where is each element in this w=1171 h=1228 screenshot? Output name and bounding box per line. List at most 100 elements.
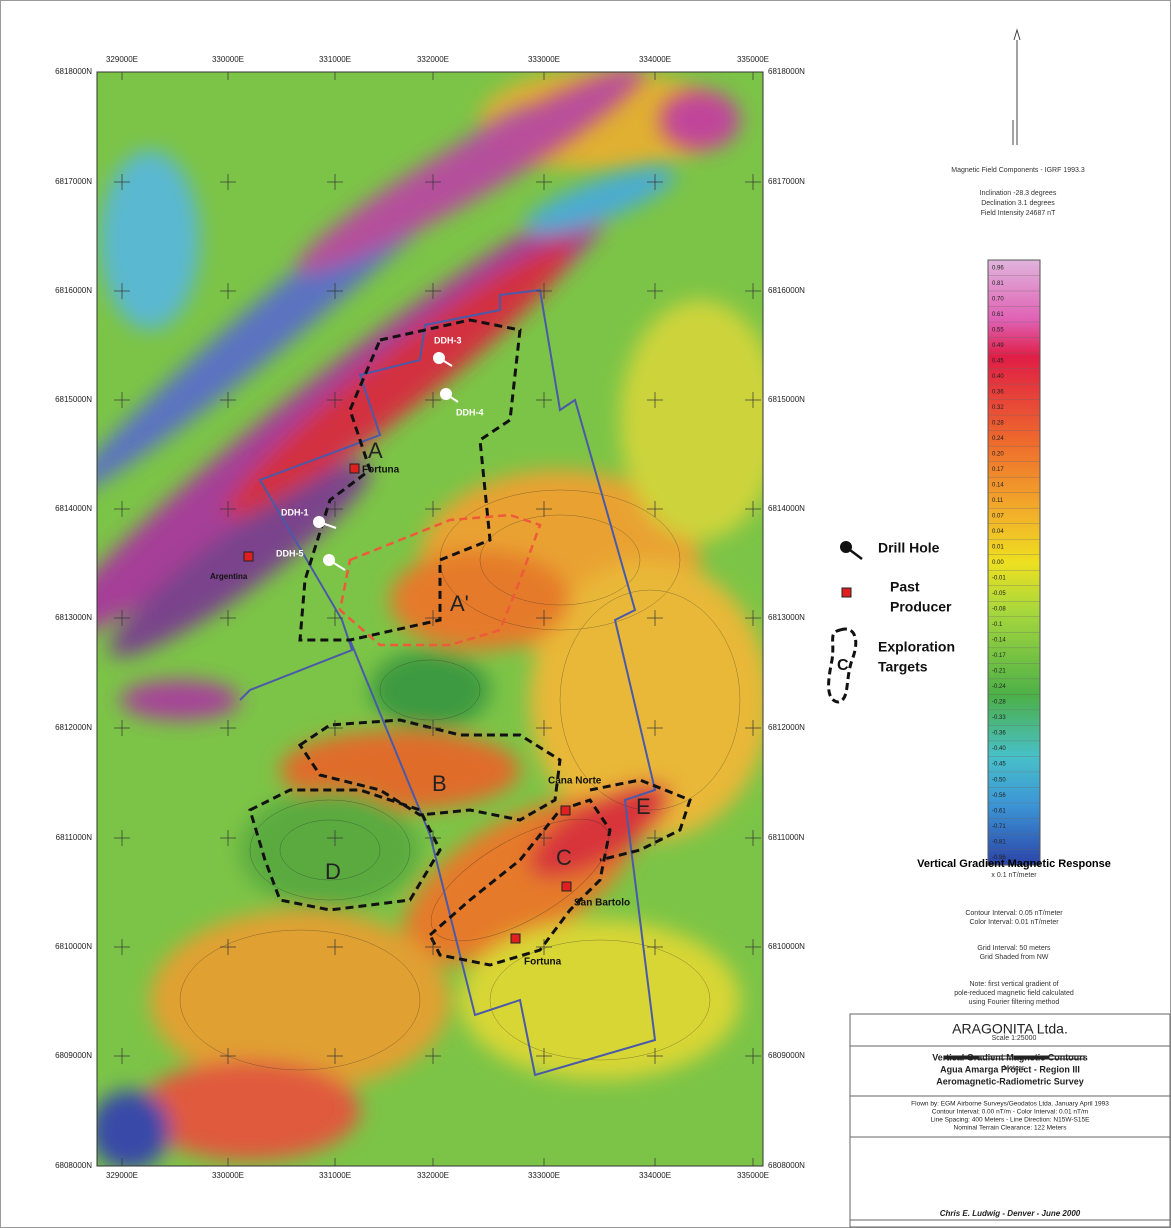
y-label: 6813000N	[768, 613, 805, 622]
note: Grid Shaded from NW	[980, 954, 1049, 961]
color-bar-label: -0.61	[992, 808, 1006, 814]
legend-symbol: C	[837, 657, 849, 674]
note: using Fourier filtering method	[969, 999, 1060, 1006]
map-sheet: 329000E329000E330000E330000E331000E33100…	[0, 0, 1171, 1228]
y-label: 6811000N	[768, 833, 805, 842]
color-bar-label: 0.20	[992, 451, 1004, 457]
x-label: 335000E	[737, 1171, 769, 1180]
y-label: 6816000N	[768, 286, 805, 295]
producer-label: Fortuna	[362, 465, 400, 476]
x-label: 330000E	[212, 55, 244, 64]
title-line: Agua Amarga Project - Region III	[940, 1064, 1080, 1074]
y-label: 6811000N	[56, 833, 93, 842]
color-bar-label: 0.11	[992, 498, 1004, 504]
x-label: 332000E	[417, 55, 449, 64]
x-label: 333000E	[528, 1171, 560, 1180]
x-label: 334000E	[639, 1171, 671, 1180]
color-bar-label: 0.55	[992, 327, 1004, 333]
color-bar-label: -0.17	[992, 653, 1006, 659]
color-bar-label: 0.32	[992, 405, 1004, 411]
color-bar-label: -0.33	[992, 715, 1006, 721]
target-label: B	[432, 771, 447, 796]
target-label: D	[325, 859, 341, 884]
x-label: 332000E	[417, 1171, 449, 1180]
x-label: 329000E	[106, 55, 138, 64]
note: Contour Interval: 0.05 nT/meter	[965, 910, 1063, 917]
color-bar-label: -0.14	[992, 638, 1006, 644]
target-label: C	[556, 845, 572, 870]
y-label: 6816000N	[55, 286, 92, 295]
color-bar-label: 0.70	[992, 296, 1004, 302]
drill-hole-label: DDH-4	[456, 407, 484, 417]
x-label: 334000E	[639, 55, 671, 64]
y-label: 6815000N	[55, 395, 92, 404]
title-line: Aeromagnetic-Radiometric Survey	[936, 1076, 1084, 1086]
color-bar-label: 0.14	[992, 483, 1004, 489]
survey-line: Contour Interval: 0.00 nT/m - Color Inte…	[932, 1109, 1088, 1116]
color-bar-unit: x 0.1 nT/meter	[991, 872, 1037, 879]
y-label: 6815000N	[768, 395, 805, 404]
legend	[829, 541, 862, 702]
survey-line: Line Spacing: 400 Meters - Line Directio…	[931, 1117, 1091, 1124]
y-label: 6817000N	[55, 177, 92, 186]
color-bar-label: 0.00	[992, 560, 1004, 566]
x-label: 329000E	[106, 1171, 138, 1180]
field-line: Inclination -28.3 degrees	[980, 190, 1057, 197]
y-label: 6810000N	[55, 942, 92, 951]
color-bar-label: 0.07	[992, 514, 1004, 520]
y-label: 6813000N	[55, 613, 92, 622]
x-label: 330000E	[212, 1171, 244, 1180]
y-label: 6818000N	[768, 67, 805, 76]
field-title: Magnetic Field Components - IGRF 1993.3	[951, 167, 1085, 174]
field-line: Declination 3.1 degrees	[981, 200, 1055, 207]
drill-hole-label: DDH-1	[281, 507, 309, 517]
y-label: 6808000N	[55, 1161, 92, 1170]
color-bar-label: 0.61	[992, 312, 1004, 318]
producer-label: Argentina	[210, 572, 248, 581]
color-bar-title: Vertical Gradient Magnetic Response	[917, 858, 1111, 870]
survey-line: Nominal Terrain Clearance: 122 Meters	[954, 1125, 1068, 1132]
target-label: A'	[450, 591, 469, 616]
legend-label: Drill Hole	[878, 540, 940, 556]
note: Color Interval: 0.01 nT/meter	[969, 919, 1059, 926]
title-line: Vertical Gradient Magnetic Contours	[932, 1052, 1088, 1062]
color-bar-label: 0.81	[992, 281, 1004, 287]
color-bar-label: 0.24	[992, 436, 1004, 442]
x-label: 333000E	[528, 55, 560, 64]
author: Chris E. Ludwig - Denver - June 2000	[940, 1209, 1081, 1218]
color-bar-label: -0.81	[992, 839, 1006, 845]
producer-label: Cana Norte	[548, 776, 602, 787]
drill-hole-label: DDH-5	[276, 548, 304, 558]
field-info: Magnetic Field Components - IGRF 1993.3 …	[951, 167, 1085, 217]
color-bar-label: 0.28	[992, 420, 1004, 426]
color-bar-label: -0.28	[992, 700, 1006, 706]
color-bar-label: 0.96	[992, 265, 1004, 271]
color-bar-label: -0.01	[992, 576, 1006, 582]
producer-label: San Bartolo	[574, 898, 630, 909]
company: ARAGONITA Ltda.	[952, 1021, 1068, 1037]
color-bar-label: 0.04	[992, 529, 1004, 535]
note: pole-reduced magnetic field calculated	[954, 990, 1074, 997]
color-bar-label: -0.50	[992, 777, 1006, 783]
color-bar-label: -0.40	[992, 746, 1006, 752]
color-bar-label: 0.49	[992, 343, 1004, 349]
legend-label: Targets	[878, 659, 928, 675]
north-arrow	[1013, 30, 1020, 145]
color-bar-label: 0.17	[992, 467, 1004, 473]
color-bar-label: -0.08	[992, 607, 1006, 613]
y-label: 6812000N	[768, 723, 805, 732]
color-bar-label: -0.24	[992, 684, 1006, 690]
legend-label: Exploration	[878, 639, 955, 655]
y-label: 6814000N	[768, 504, 805, 513]
field-line: Field Intensity 24687 nT	[981, 210, 1056, 217]
legend-label: Producer	[890, 599, 952, 615]
color-bar-label: -0.1	[992, 622, 1003, 628]
y-label: 6817000N	[768, 177, 805, 186]
target-label: E	[636, 794, 651, 819]
y-label: 6808000N	[768, 1161, 805, 1170]
y-label: 6818000N	[55, 67, 92, 76]
y-label: 6814000N	[55, 504, 92, 513]
color-bar-label: -0.05	[992, 591, 1006, 597]
target-label: A	[368, 438, 383, 463]
color-bar-label: -0.36	[992, 731, 1006, 737]
